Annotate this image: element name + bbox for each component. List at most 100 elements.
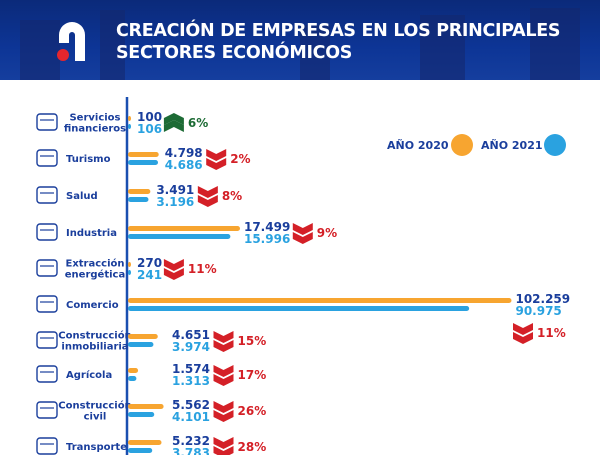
- change-percent: 6%: [188, 116, 208, 130]
- bar-2020: [128, 226, 240, 231]
- value-label-2021: 4.101: [172, 410, 210, 424]
- value-label-2020: 5.562: [172, 398, 210, 412]
- bar-2021: [128, 448, 153, 453]
- chevron-part: [292, 223, 313, 235]
- chevron-part: [213, 374, 234, 386]
- value-label-2021: 241: [137, 268, 162, 282]
- chevron-part: [163, 113, 184, 125]
- chevron-part: [197, 195, 218, 207]
- bar-2020: [128, 262, 131, 267]
- change-percent: 11%: [537, 326, 566, 340]
- decrease-chevron-icon: [213, 401, 234, 422]
- category-label: energética: [65, 269, 125, 281]
- page-title: CREACIÓN DE EMPRESAS EN LOS PRINCIPALES …: [116, 20, 561, 64]
- chevron-part: [213, 437, 234, 449]
- category-label: Turismo: [66, 154, 111, 165]
- value-label-2020: 3.491: [156, 183, 194, 197]
- value-label-2020: 270: [137, 256, 162, 270]
- change-percent: 2%: [230, 152, 250, 166]
- bar-2020: [128, 116, 131, 121]
- bar-2020: [128, 298, 512, 303]
- category-label: Construcción: [58, 400, 131, 412]
- house-icon: [36, 331, 58, 349]
- category-label: Servicios: [69, 113, 120, 124]
- decrease-chevron-icon: [213, 437, 234, 455]
- truck-icon: [36, 437, 58, 455]
- chevron-part: [206, 158, 227, 170]
- chevron-part: [163, 120, 184, 132]
- bar-2021: [128, 306, 470, 311]
- title-line-1: CREACIÓN DE EMPRESAS EN LOS PRINCIPALES: [116, 21, 561, 41]
- building-icon: [36, 401, 58, 419]
- change-percent: 15%: [238, 334, 267, 348]
- value-label-2020: 4.651: [172, 328, 210, 342]
- decrease-chevron-icon: [197, 186, 218, 207]
- change-percent: 26%: [238, 404, 267, 418]
- change-percent: 9%: [317, 226, 337, 240]
- category-label: Construcción: [58, 330, 131, 342]
- bar-chart: AÑO 2020 AÑO 2021Serviciosfinancieros1001…: [36, 97, 570, 455]
- value-label-2021: 90.975: [515, 304, 561, 318]
- value-label-2021: 3.783: [172, 446, 210, 455]
- value-label-2021: 15.996: [244, 232, 290, 246]
- lightning-icon: [36, 259, 58, 277]
- value-label-2021: 3.196: [156, 195, 194, 209]
- decrease-chevron-icon: [206, 149, 227, 170]
- legend-label-2020: AÑO 2020: [387, 139, 449, 152]
- chevron-part: [513, 332, 533, 344]
- chevron-part: [163, 268, 184, 280]
- value-label-2020: 5.232: [172, 434, 210, 448]
- icon-shape: [36, 331, 58, 349]
- heart-pulse-icon: [36, 186, 58, 204]
- value-label-2021: 4.686: [165, 158, 203, 172]
- icon-shape: [36, 259, 58, 277]
- category-label: Salud: [66, 191, 98, 202]
- increase-chevron-icon: [163, 113, 184, 132]
- decrease-chevron-icon: [213, 331, 234, 352]
- bar-2021: [128, 160, 158, 165]
- bar-2021: [128, 124, 131, 129]
- category-label: financieros: [64, 124, 126, 135]
- bar-2020: [128, 334, 158, 339]
- bar-2020: [128, 189, 151, 194]
- chevron-part: [206, 149, 227, 161]
- globe-luggage-icon: [36, 149, 58, 167]
- icon-shape: [36, 437, 58, 455]
- category-label: civil: [84, 412, 107, 423]
- value-label-2021: 3.974: [172, 340, 210, 354]
- bar-2021: [128, 376, 137, 381]
- bar-2020: [128, 404, 164, 409]
- bar-2021: [128, 234, 231, 239]
- chevron-part: [163, 259, 184, 271]
- icon-shape: [36, 401, 58, 419]
- chevron-part: [213, 446, 234, 455]
- icon-shape: [36, 295, 58, 313]
- category-label: Agrícola: [66, 369, 112, 381]
- legend-swatch-2020: [451, 134, 473, 156]
- chevron-part: [513, 323, 533, 335]
- chevron-part: [213, 340, 234, 352]
- value-label-2021: 106: [137, 122, 162, 136]
- change-percent: 28%: [238, 440, 267, 454]
- category-label: inmobiliaria: [61, 342, 128, 353]
- change-percent: 8%: [222, 189, 242, 203]
- decrease-chevron-icon: [513, 323, 533, 344]
- store-icon: [36, 295, 58, 313]
- chevron-part: [197, 186, 218, 198]
- chevron-part: [213, 401, 234, 413]
- change-percent: 11%: [188, 262, 217, 276]
- category-label: Industria: [66, 228, 117, 239]
- bar-2020: [128, 368, 139, 373]
- chevron-part: [213, 410, 234, 422]
- value-label-2020: 17.499: [244, 220, 290, 234]
- brand-logo: [57, 22, 85, 61]
